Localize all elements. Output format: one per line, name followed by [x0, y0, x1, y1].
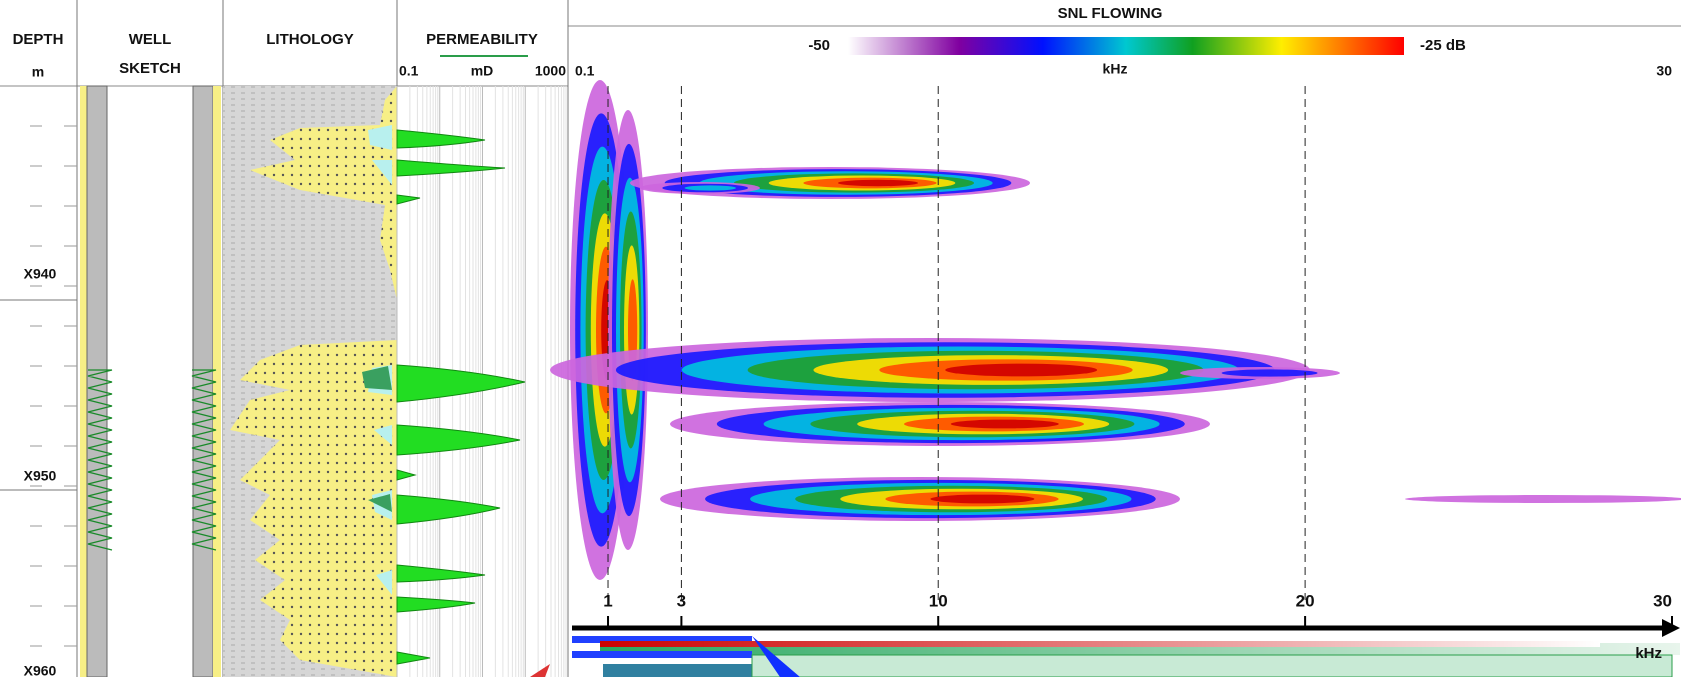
snl-title: SNL FLOWING	[1058, 5, 1163, 22]
spectral-blob	[945, 364, 1097, 377]
perm-max: 1000	[535, 63, 566, 79]
well-log-display: DEPTH m WELL SKETCH LITHOLOGY PERMEABILI…	[0, 0, 1681, 677]
spectral-blob	[930, 495, 1034, 504]
header: DEPTH m WELL SKETCH LITHOLOGY PERMEABILI…	[0, 5, 1681, 86]
lithology-track	[223, 86, 397, 677]
spectral-blob	[685, 185, 736, 190]
depth-label: X950	[24, 468, 57, 484]
bottom-unit: kHz	[1635, 645, 1662, 662]
depth-track: X940 X950 X960	[0, 126, 77, 677]
spectral-blob	[951, 420, 1059, 429]
spectral-blob	[1222, 369, 1318, 376]
perm-min: 0.1	[399, 63, 419, 79]
color-bar	[848, 37, 1404, 55]
freq-label: 10	[929, 591, 948, 610]
depth-header: DEPTH	[13, 31, 64, 48]
lithology-header: LITHOLOGY	[266, 31, 354, 48]
freq-label: 30	[1653, 591, 1672, 610]
well-sketch	[80, 86, 221, 677]
spectral-blob	[1405, 495, 1681, 503]
frequency-axis: kHz 1 3 10 20 30	[530, 591, 1680, 677]
scale-min: -50	[808, 37, 830, 54]
perm-unit: mD	[471, 63, 494, 79]
depth-label: X960	[24, 663, 57, 677]
well-header: SKETCH	[119, 60, 181, 77]
spectrogram	[550, 80, 1681, 600]
permeability-header: PERMEABILITY	[426, 31, 538, 48]
permeability-track	[397, 86, 566, 677]
freq-label: 3	[677, 591, 686, 610]
axis-unit: kHz	[1103, 61, 1128, 77]
axis-min: 0.1	[575, 63, 595, 79]
depth-label: X940	[24, 266, 57, 282]
spectral-blob	[838, 180, 918, 186]
freq-label: 20	[1296, 591, 1315, 610]
axis-max: 30	[1656, 63, 1672, 79]
freq-label: 1	[603, 591, 612, 610]
scale-max: -25 dB	[1420, 37, 1466, 54]
well-header: WELL	[129, 31, 172, 48]
depth-unit: m	[32, 64, 44, 80]
